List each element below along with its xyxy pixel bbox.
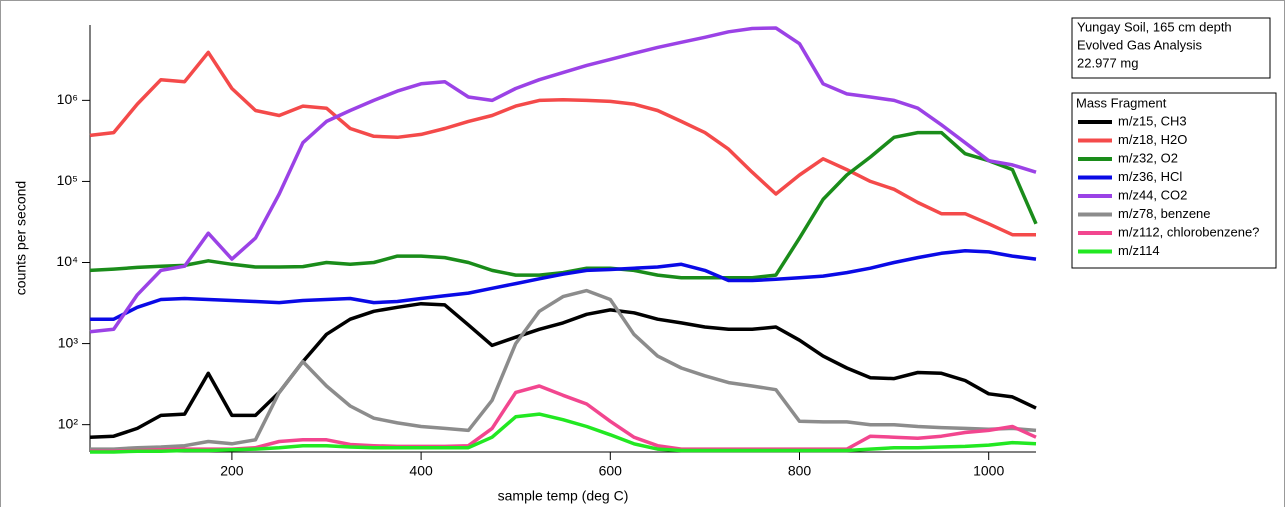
series-line (89, 26, 1037, 334)
x-axis-label: sample temp (deg C) (498, 488, 629, 504)
info-box (1071, 17, 1271, 79)
legend-label: m/z114 (1118, 243, 1160, 258)
x-tick-label: 600 (599, 463, 623, 479)
legend-label: m/z78, benzene (1118, 206, 1211, 221)
info-subtitle: Evolved Gas Analysis (1077, 37, 1203, 52)
info-mass: 22.977 mg (1077, 55, 1138, 70)
y-tick-label: 10³ (58, 334, 79, 350)
series-line (90, 412, 1037, 454)
y-axis-label: counts per second (13, 181, 29, 295)
legend-label: m/z15, CH3 (1118, 113, 1187, 128)
x-tick-label: 1000 (973, 463, 1004, 479)
y-tick-label: 10⁴ (56, 253, 78, 269)
legend-label: m/z44, CO2 (1118, 187, 1187, 202)
legend-label: m/z32, O2 (1118, 150, 1178, 165)
series-line (89, 130, 1038, 280)
y-tick-label: 10⁵ (57, 172, 78, 188)
series-line (89, 301, 1037, 439)
legend-label: m/z112, chlorobenzene? (1118, 224, 1259, 239)
series-line (89, 50, 1036, 237)
series-line (90, 248, 1037, 321)
x-tick-label: 400 (409, 463, 433, 479)
legend-title: Mass Fragment (1076, 95, 1167, 110)
y-tick-label: 10⁶ (57, 91, 78, 107)
legend-label: m/z18, H2O (1118, 132, 1187, 147)
x-tick-label: 800 (788, 463, 812, 479)
y-tick-label: 10² (58, 415, 79, 431)
info-title: Yungay Soil, 165 cm depth (1077, 19, 1232, 34)
legend-box (1071, 92, 1277, 269)
x-tick-label: 200 (220, 463, 244, 479)
legend-label: m/z36, HCl (1118, 169, 1182, 184)
series-line (90, 288, 1037, 451)
